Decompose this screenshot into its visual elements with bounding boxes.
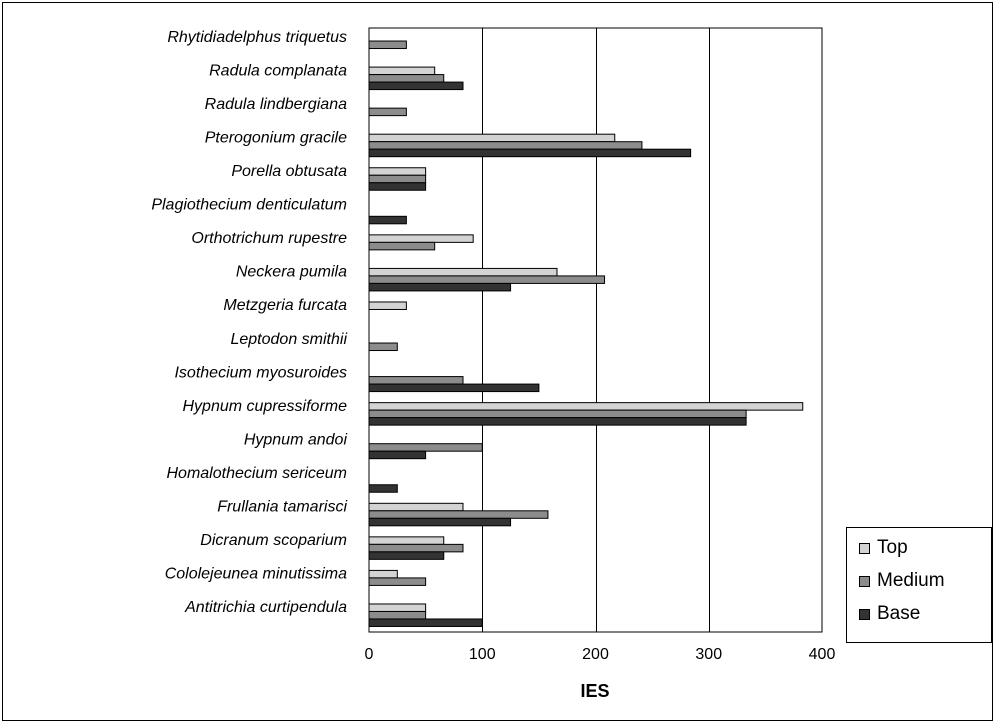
legend-item: Top <box>859 535 908 561</box>
bar <box>368 148 692 158</box>
category-label: Neckera pumila <box>236 264 347 281</box>
category-label: Metzgeria furcata <box>223 297 347 314</box>
x-tick-label: 400 <box>809 646 836 663</box>
bar <box>368 383 540 393</box>
category-label: Porella obtusata <box>231 163 347 180</box>
category-label: Homalothecium sericeum <box>166 465 347 482</box>
legend-label: Medium <box>877 570 945 591</box>
bar <box>368 267 558 277</box>
bar <box>368 234 474 243</box>
bar <box>368 450 427 460</box>
bars <box>368 40 804 627</box>
bar <box>368 215 407 225</box>
bar <box>368 133 616 143</box>
category-label: Dicranum scoparium <box>200 532 347 549</box>
bar <box>368 618 483 627</box>
bar <box>368 174 427 184</box>
legend-item: Medium <box>859 568 945 594</box>
bar <box>368 402 804 411</box>
x-tick-labels: 0 100 200 300 400 <box>365 646 836 663</box>
legend: Top Medium Base <box>846 527 992 643</box>
bar <box>368 517 512 527</box>
category-label: Antitrichia curtipendula <box>184 599 347 616</box>
gridlines <box>482 28 710 632</box>
bar <box>368 569 398 579</box>
bar <box>368 502 464 512</box>
bar <box>368 510 549 519</box>
bar <box>368 301 407 310</box>
bar <box>368 141 643 150</box>
category-label: Hypnum andoi <box>244 431 348 448</box>
category-label: Radula lindbergiana <box>205 96 347 113</box>
legend-label: Base <box>877 603 921 624</box>
x-axis-title: IES <box>580 681 609 701</box>
bar <box>368 182 427 191</box>
category-label: Orthotrichum rupestre <box>191 230 347 247</box>
category-label: Isothecium myosuroides <box>174 364 347 381</box>
bar <box>368 40 407 50</box>
category-label: Pterogonium gracile <box>205 129 347 146</box>
category-label: Cololejeunea minutissima <box>165 566 347 583</box>
bar <box>368 536 445 545</box>
bar <box>368 443 483 452</box>
bar <box>368 603 427 612</box>
x-tick-label: 300 <box>695 646 722 663</box>
bar <box>368 282 512 292</box>
x-tick-label: 200 <box>582 646 609 663</box>
bar <box>368 66 436 76</box>
bar <box>368 577 427 586</box>
bar <box>368 551 445 560</box>
legend-item: Base <box>859 601 920 627</box>
category-label: Radula complanata <box>209 62 347 79</box>
legend-swatch <box>859 608 870 620</box>
bar <box>368 241 436 251</box>
x-tick-label: 0 <box>365 646 374 663</box>
category-labels: Rhytidiadelphus triquetus Radula complana… <box>151 29 347 616</box>
category-label: Rhytidiadelphus triquetus <box>167 29 347 46</box>
legend-label: Top <box>877 537 908 558</box>
bar <box>368 417 747 426</box>
bar <box>368 610 427 620</box>
category-label: Plagiothecium denticulatum <box>151 197 347 214</box>
bar <box>368 107 407 117</box>
bar <box>368 342 398 352</box>
x-tick-label: 100 <box>469 646 496 663</box>
category-label: Leptodon smithii <box>230 331 347 348</box>
plot-area <box>368 27 823 633</box>
bar <box>368 484 398 493</box>
bar <box>368 376 464 385</box>
bar <box>368 543 464 553</box>
bar <box>368 409 747 419</box>
category-label: Frullania tamarisci <box>217 499 347 516</box>
bar <box>368 74 445 83</box>
bar <box>368 81 464 91</box>
bar <box>368 275 606 284</box>
legend-swatch <box>859 542 870 554</box>
category-label: Hypnum cupressiforme <box>183 398 348 415</box>
bar <box>368 167 427 176</box>
legend-swatch <box>859 575 870 587</box>
